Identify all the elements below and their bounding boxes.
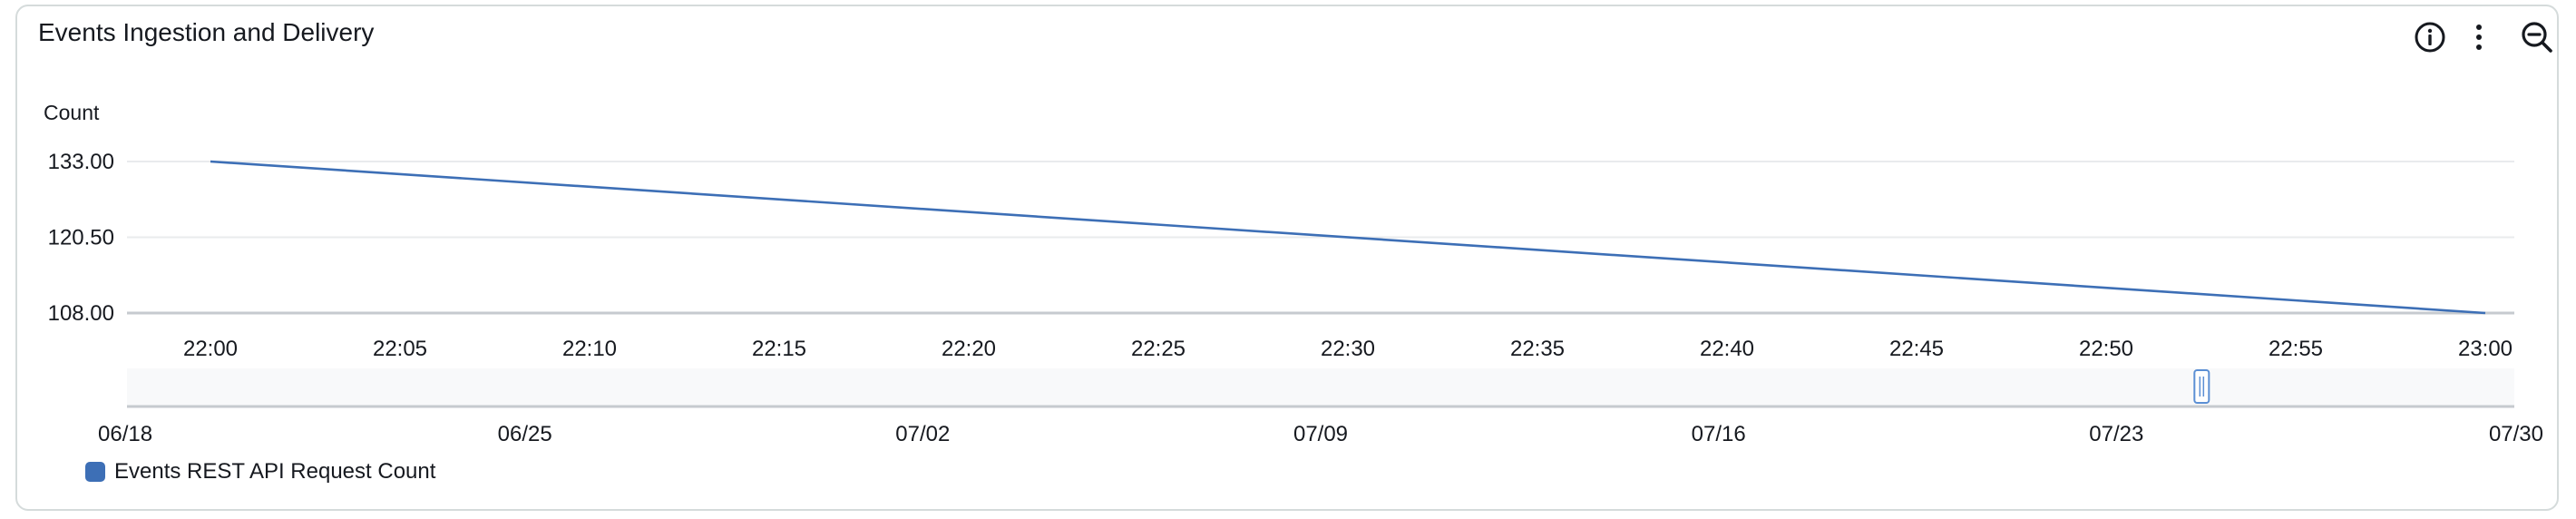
x-tick-label: 22:20 [942, 337, 996, 361]
y-tick-label: 120.50 [48, 226, 114, 250]
more-vertical-icon[interactable] [2462, 20, 2496, 54]
y-axis-label: Count [44, 101, 100, 124]
x-tick-label: 22:30 [1321, 337, 1375, 361]
x-tick-label: 22:45 [1889, 337, 1944, 361]
x-tick-label: 22:35 [1510, 337, 1565, 361]
x-tick-label: 22:05 [373, 337, 427, 361]
navigator-tick-label: 07/23 [2089, 422, 2143, 446]
navigator-tick-label: 07/09 [1293, 422, 1348, 446]
series-line [210, 160, 2486, 315]
navigator-tick-label: 06/18 [98, 422, 152, 446]
info-icon[interactable] [2413, 20, 2447, 54]
legend-label: Events REST API Request Count [114, 459, 436, 484]
x-tick-label: 22:10 [562, 337, 617, 361]
x-tick-label: 22:55 [2269, 337, 2323, 361]
x-tick-label: 22:40 [1700, 337, 1754, 361]
x-tick-label: 22:25 [1131, 337, 1186, 361]
navigator-track [127, 368, 2514, 406]
widget-title: Events Ingestion and Delivery [38, 18, 375, 46]
x-tick-label: 23:00 [2458, 337, 2513, 361]
x-tick-label: 22:50 [2079, 337, 2133, 361]
navigator-window-handle [2193, 369, 2210, 404]
navigator-tick-label: 07/30 [2489, 422, 2543, 446]
widget-panel [15, 5, 2559, 511]
y-tick-label: 133.00 [48, 150, 114, 174]
x-tick-label: 22:15 [752, 337, 806, 361]
navigator-tick-label: 07/16 [1692, 422, 1746, 446]
legend-item[interactable]: Events REST API Request Count [85, 459, 435, 485]
y-tick-label: 108.00 [48, 301, 114, 326]
zoom-out-icon[interactable] [2520, 20, 2554, 54]
navigator-tick-label: 06/25 [498, 422, 552, 446]
x-tick-label: 22:00 [183, 337, 238, 361]
navigator-tick-label: 07/02 [895, 422, 950, 446]
legend-swatch [85, 462, 105, 482]
